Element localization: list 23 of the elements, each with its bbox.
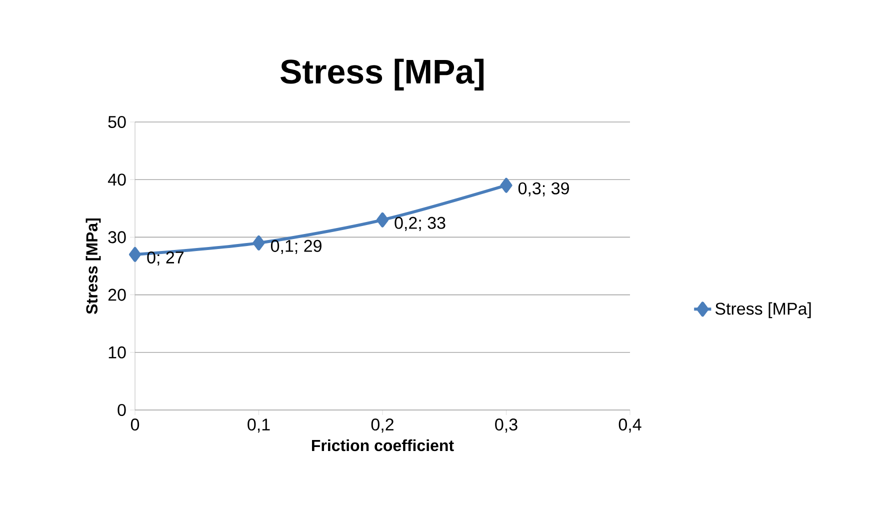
y-tick-label: 40	[108, 174, 126, 186]
data-label: 0,2; 33	[394, 216, 446, 231]
x-tick-label: 0,2	[371, 418, 394, 433]
chart-title: Stress [MPa]	[280, 58, 484, 90]
data-label: 0; 27	[147, 251, 184, 266]
y-axis-title: Stress [MPa]	[86, 218, 101, 314]
x-tick-label: 0	[130, 418, 140, 431]
point	[376, 212, 389, 228]
x-tick-label: 0,4	[618, 418, 642, 433]
point	[129, 246, 142, 262]
y-tick-label: 20	[108, 288, 126, 301]
point	[500, 178, 512, 193]
y-tick-label: 30	[108, 231, 126, 244]
data-label: 0,3; 39	[518, 182, 569, 196]
y-tick-label: 50	[108, 116, 126, 128]
legend-label: Stress [MPa]	[715, 302, 811, 318]
y-tick-label: 10	[108, 346, 126, 358]
x-tick-label: 0,1	[248, 418, 270, 433]
data-label: 0,1; 29	[270, 240, 322, 254]
x-tick-label: 0,3	[495, 418, 518, 433]
y-tick-label: 0	[118, 404, 126, 416]
point	[252, 235, 265, 250]
x-axis-title: Friction coefficient	[312, 439, 454, 452]
